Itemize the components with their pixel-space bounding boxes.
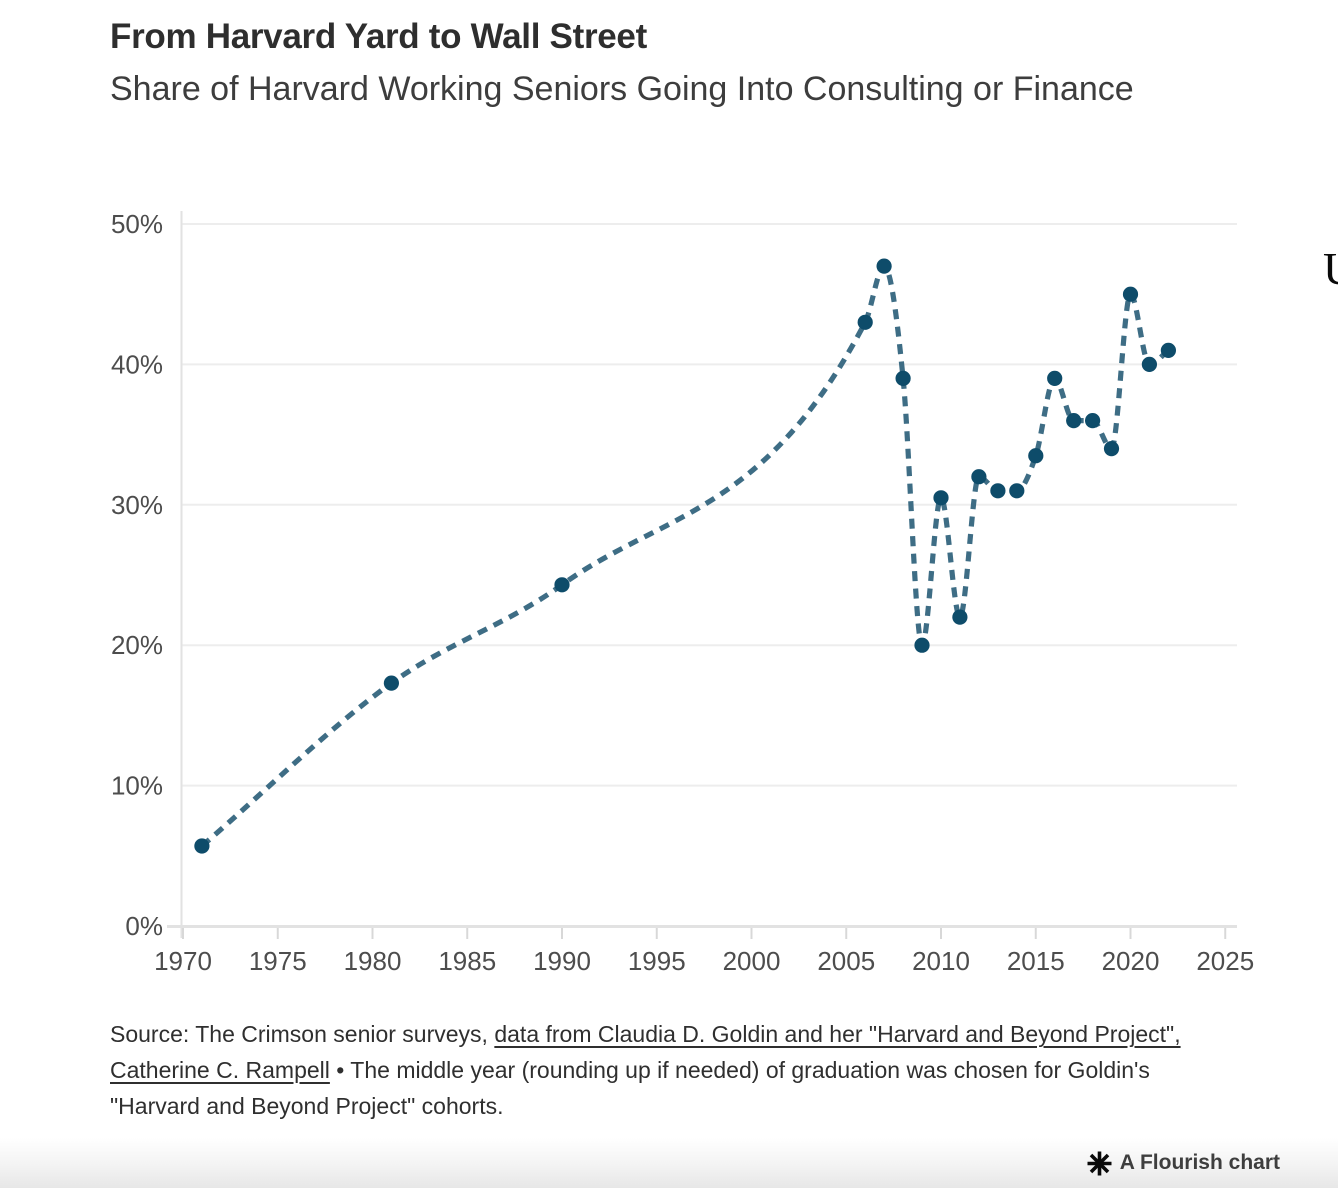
data-point-2020[interactable] [1122, 286, 1139, 302]
flourish-asterisk-icon [1086, 1150, 1113, 1177]
data-point-2011[interactable] [952, 609, 968, 625]
x-axis-label: 2000 [723, 946, 781, 976]
source-link[interactable]: Catherine C. Rampell [110, 1057, 330, 1083]
y-axis-label: 50% [111, 209, 163, 239]
x-axis-label: 1985 [438, 946, 496, 976]
chart-subtitle: Share of Harvard Working Seniors Going I… [110, 70, 1134, 108]
line-chart: 0% 10% 20% 30% 40% 50% 1970 1975 1980 1985 1990 199… [111, 209, 1254, 976]
data-point-2006[interactable] [857, 314, 873, 330]
source-link[interactable]: data from Claudia D. Goldin and her "Har… [494, 1021, 1181, 1047]
x-axis-label: 1995 [628, 946, 686, 976]
source-note: Source: The Crimson senior surveys, data… [110, 1016, 1236, 1124]
data-point-2010[interactable] [933, 490, 949, 506]
flourish-credit-link[interactable]: A Flourish chart [1086, 1150, 1280, 1177]
data-point-2014[interactable] [1009, 483, 1025, 499]
trend-line [200, 263, 1171, 848]
data-point-1990[interactable] [554, 577, 570, 593]
data-point-2009[interactable] [914, 637, 930, 653]
data-point-2017[interactable] [1066, 413, 1082, 429]
clipped-edge-text: U [1323, 242, 1338, 295]
flourish-credit-label: A Flourish chart [1119, 1151, 1280, 1174]
data-point-2012[interactable] [971, 469, 987, 485]
data-point-2015[interactable] [1028, 448, 1044, 464]
chart-title: From Harvard Yard to Wall Street [110, 17, 647, 56]
x-axis-label: 1970 [154, 946, 212, 976]
data-point-2019[interactable] [1103, 441, 1120, 457]
data-point-2021[interactable] [1141, 356, 1157, 372]
y-axis-label: 20% [111, 630, 163, 660]
data-point-2007[interactable] [876, 258, 892, 274]
source-text: • The middle year (rounding up if needed… [110, 1057, 1150, 1119]
data-point-1981[interactable] [383, 675, 399, 691]
y-axis-label: 40% [111, 349, 163, 379]
data-point-2022[interactable] [1160, 342, 1176, 358]
y-axis-label: 10% [111, 771, 163, 801]
data-point-2018[interactable] [1085, 413, 1101, 429]
x-axis-label: 2005 [817, 946, 875, 976]
x-axis-label: 1975 [249, 946, 307, 976]
data-point-2013[interactable] [990, 483, 1006, 499]
x-axis-label: 2010 [912, 946, 970, 976]
chart-header: From Harvard Yard to Wall Street Share o… [110, 14, 1260, 115]
x-axis-label: 1980 [344, 946, 402, 976]
data-point-1971[interactable] [194, 838, 210, 854]
x-axis-label: 2025 [1196, 946, 1254, 976]
y-axis-label: 0% [125, 911, 163, 941]
flourish-credit-bar: A Flourish chart [0, 1138, 1338, 1188]
x-axis-label: 1990 [533, 946, 591, 976]
x-axis-label: 2015 [1007, 946, 1065, 976]
data-point-2016[interactable] [1047, 370, 1063, 386]
data-point-2008[interactable] [895, 370, 911, 386]
y-axis-label: 30% [111, 490, 163, 520]
x-axis-label: 2020 [1102, 946, 1160, 976]
source-text: Source: The Crimson senior surveys, [110, 1021, 495, 1047]
